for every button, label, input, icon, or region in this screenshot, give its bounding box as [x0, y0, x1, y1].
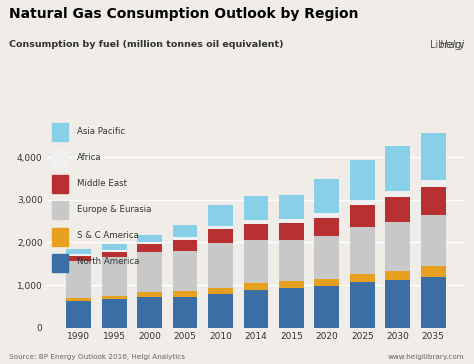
Bar — [385, 197, 410, 222]
Bar — [314, 286, 339, 328]
Text: Source: BP Energy Outlook 2016, Helgi Analytics: Source: BP Energy Outlook 2016, Helgi An… — [9, 355, 185, 360]
Bar — [244, 240, 268, 283]
Bar — [208, 205, 233, 226]
Bar — [244, 197, 268, 220]
Bar — [66, 298, 91, 301]
Bar — [279, 288, 304, 328]
Bar — [350, 282, 374, 328]
Text: Middle East: Middle East — [77, 179, 127, 188]
Bar — [173, 292, 198, 297]
FancyBboxPatch shape — [52, 202, 68, 219]
Bar — [314, 237, 339, 279]
Bar — [208, 243, 233, 288]
Bar — [421, 133, 446, 180]
Bar — [244, 224, 268, 240]
Bar — [244, 283, 268, 290]
Bar — [421, 266, 446, 277]
FancyBboxPatch shape — [52, 123, 68, 141]
Bar — [102, 296, 127, 300]
Text: www.helgilibrary.com: www.helgilibrary.com — [388, 355, 465, 360]
Bar — [385, 280, 410, 328]
Bar — [208, 294, 233, 328]
Bar — [137, 242, 162, 244]
Bar — [350, 200, 374, 205]
Bar — [279, 219, 304, 223]
Text: Africa: Africa — [77, 153, 101, 162]
Text: Consumption by fuel (million tonnes oil equivalent): Consumption by fuel (million tonnes oil … — [9, 40, 284, 49]
FancyBboxPatch shape — [52, 253, 68, 272]
Bar — [314, 279, 339, 286]
FancyBboxPatch shape — [52, 149, 68, 167]
Bar — [385, 146, 410, 191]
Text: Helgi: Helgi — [439, 40, 465, 50]
Text: Library: Library — [430, 40, 465, 50]
Bar — [137, 297, 162, 328]
Bar — [137, 244, 162, 252]
Bar — [314, 213, 339, 218]
Bar — [279, 281, 304, 288]
Bar — [66, 256, 91, 261]
Bar — [173, 251, 198, 292]
Bar — [173, 225, 198, 237]
Bar — [66, 254, 91, 256]
Bar — [385, 222, 410, 270]
Bar — [137, 235, 162, 242]
Bar — [350, 274, 374, 282]
Bar — [350, 160, 374, 200]
Bar — [350, 227, 374, 274]
Bar — [279, 223, 304, 240]
Bar — [66, 261, 91, 298]
Text: S & C America: S & C America — [77, 231, 138, 240]
FancyBboxPatch shape — [52, 228, 68, 245]
Bar — [66, 301, 91, 328]
Text: Asia Pacific: Asia Pacific — [77, 127, 125, 136]
Bar — [102, 250, 127, 252]
Bar — [314, 178, 339, 213]
Bar — [137, 252, 162, 292]
Bar — [102, 257, 127, 296]
Bar — [244, 290, 268, 328]
Bar — [279, 195, 304, 219]
Text: Natural Gas Consumption Outlook by Region: Natural Gas Consumption Outlook by Regio… — [9, 7, 359, 21]
Bar — [350, 205, 374, 227]
Bar — [173, 237, 198, 240]
Bar — [137, 292, 162, 297]
Bar — [385, 191, 410, 197]
Bar — [173, 297, 198, 328]
Bar — [279, 240, 304, 281]
Bar — [244, 220, 268, 224]
Bar — [421, 187, 446, 215]
FancyBboxPatch shape — [52, 175, 68, 194]
Text: North America: North America — [77, 257, 139, 266]
Bar — [421, 180, 446, 187]
Bar — [208, 229, 233, 243]
Bar — [208, 288, 233, 294]
Bar — [421, 215, 446, 266]
Text: Europe & Eurasia: Europe & Eurasia — [77, 205, 151, 214]
Bar — [173, 240, 198, 251]
Bar — [385, 270, 410, 280]
Bar — [102, 252, 127, 257]
Bar — [102, 244, 127, 250]
Bar — [314, 218, 339, 237]
Bar — [66, 249, 91, 254]
Bar — [102, 300, 127, 328]
Bar — [421, 277, 446, 328]
Bar — [208, 226, 233, 229]
